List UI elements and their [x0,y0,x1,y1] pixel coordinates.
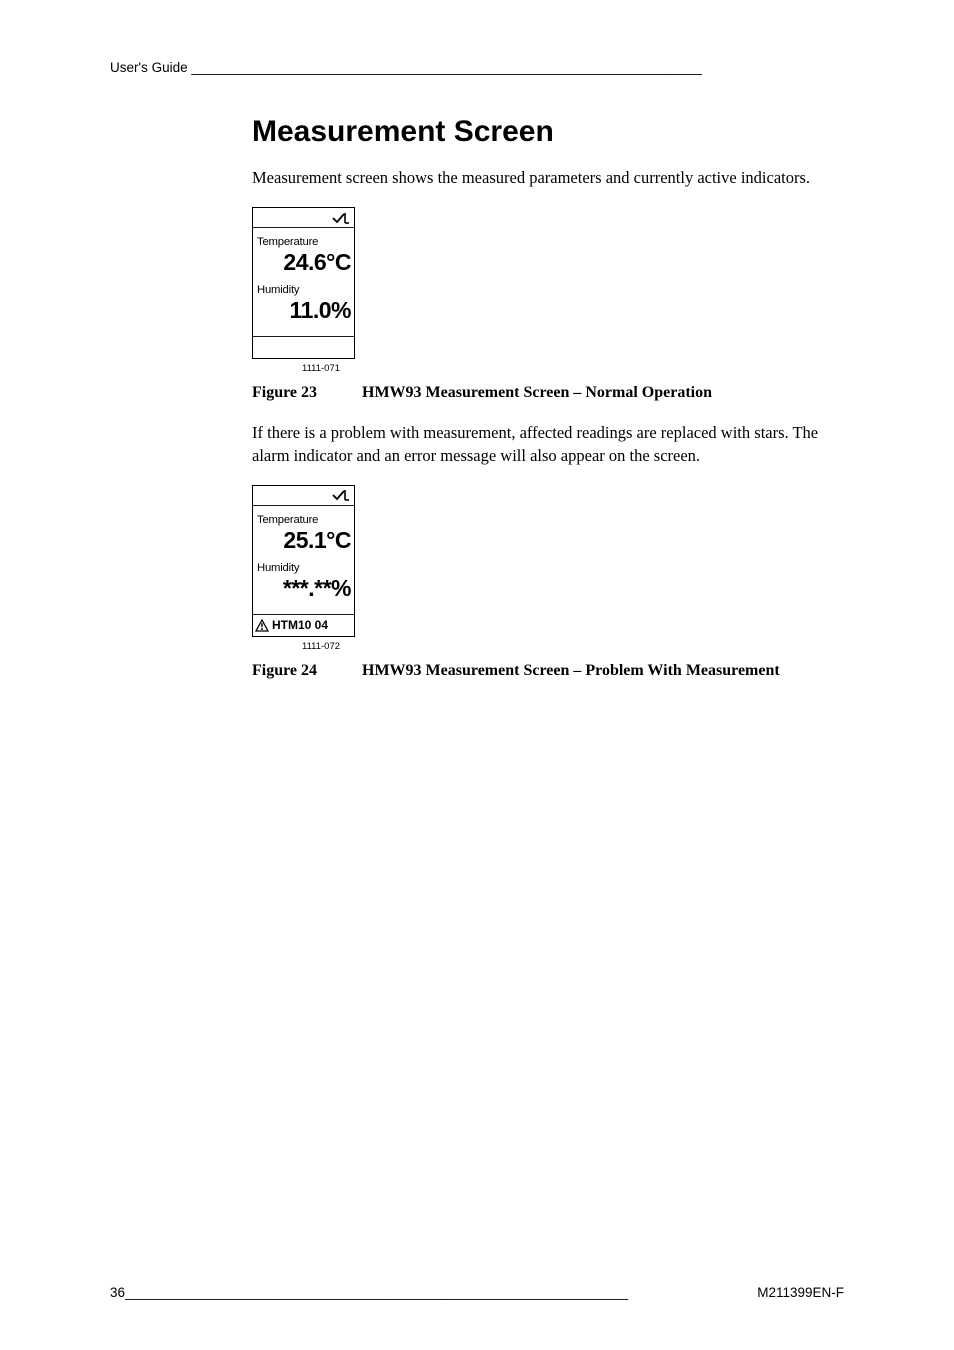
figure-number: Figure 23 [252,384,362,402]
figure-23-caption: Figure 23 HMW93 Measurement Screen – Nor… [252,384,844,402]
page-number: 36 [110,1285,125,1300]
temp-value: 24.6°C [257,249,352,276]
error-code: HTM10 04 [272,618,328,632]
hum-value: 11.0% [257,297,352,324]
signal-ok-icon [332,212,350,224]
status-bar [253,486,354,506]
status-bar [253,208,354,228]
doc-id: M211399EN-F [757,1285,844,1300]
temp-label: Temperature [257,514,352,526]
figure-title: HMW93 Measurement Screen – Problem With … [362,662,780,680]
page-footer: 36 _____________________________________… [110,1285,844,1300]
figure-title: HMW93 Measurement Screen – Normal Operat… [362,384,712,402]
measurement-screen-normal: Temperature 24.6°C Humidity 11.0% [252,207,355,359]
figure-image-code-1: 1111-071 [302,363,844,374]
temperature-metric: Temperature 25.1°C [257,514,352,554]
measurement-screen-problem: Temperature 25.1°C Humidity ***.**% HTM1… [252,485,355,637]
footer-bar: HTM10 04 [253,614,354,636]
hum-label: Humidity [257,562,352,574]
hum-label: Humidity [257,284,352,296]
problem-paragraph: If there is a problem with measurement, … [252,422,844,467]
figure-image-code-2: 1111-072 [302,641,844,652]
page: User's Guide ___________________________… [0,0,954,1350]
humidity-metric: Humidity 11.0% [257,284,352,324]
figure-24-caption: Figure 24 HMW93 Measurement Screen – Pro… [252,662,844,680]
footer-rule: ________________________________________… [125,1285,757,1300]
signal-ok-icon [332,489,350,501]
figure-number: Figure 24 [252,662,362,680]
temperature-metric: Temperature 24.6°C [257,236,352,276]
intro-paragraph: Measurement screen shows the measured pa… [252,167,844,189]
content-column: Measurement Screen Measurement screen sh… [252,115,844,680]
footer-bar [253,336,354,358]
temp-label: Temperature [257,236,352,248]
screen-body: Temperature 24.6°C Humidity 11.0% [253,228,354,336]
warning-icon [255,619,269,632]
section-title: Measurement Screen [252,115,844,149]
hum-value: ***.**% [257,575,352,602]
temp-value: 25.1°C [257,527,352,554]
humidity-metric: Humidity ***.**% [257,562,352,602]
running-header: User's Guide ___________________________… [110,60,844,75]
screen-body: Temperature 25.1°C Humidity ***.**% [253,506,354,614]
